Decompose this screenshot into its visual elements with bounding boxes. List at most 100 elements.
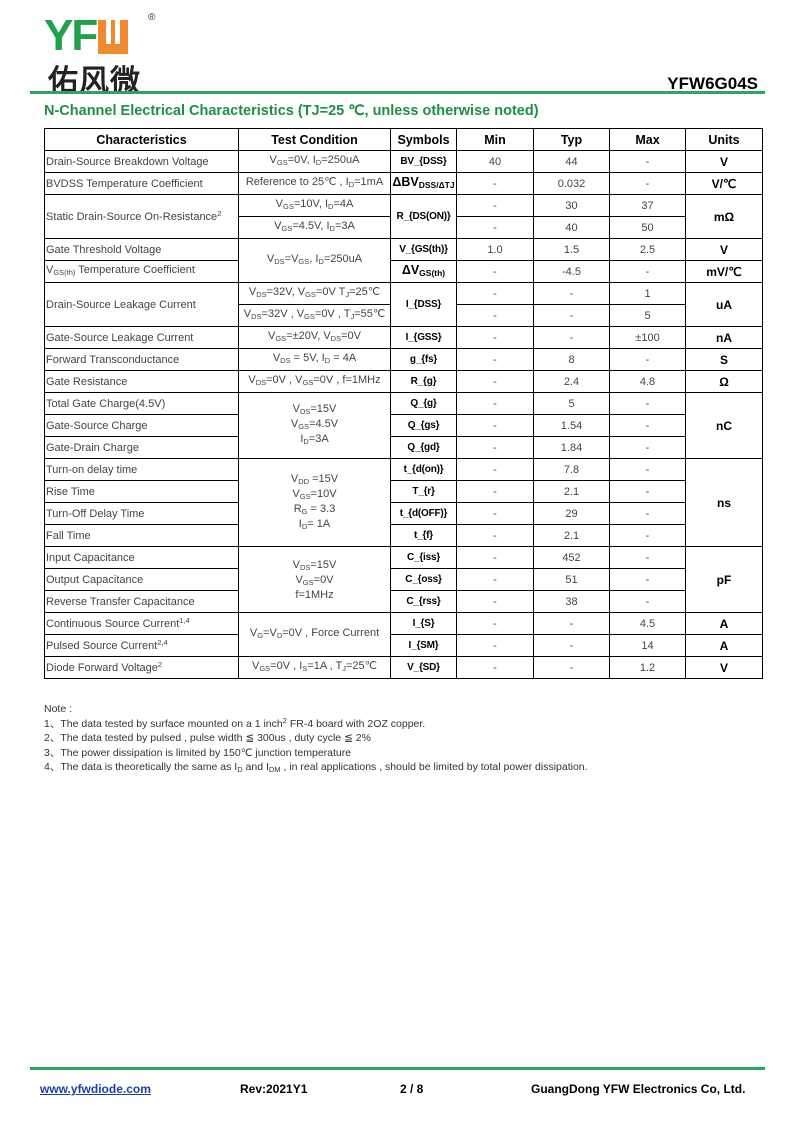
cell-sym: Q_{gs} (390, 414, 457, 437)
cell-typ: 2.1 (533, 480, 610, 503)
revision: Rev:2021Y1 (240, 1082, 308, 1096)
cell-char: Input Capacitance (44, 546, 239, 569)
cell-char: Gate-Source Charge (44, 414, 239, 437)
cell-sym: V_{GS(th)} (390, 238, 457, 261)
section-title: N-Channel Electrical Characteristics (TJ… (44, 103, 539, 119)
cell-typ: - (533, 656, 610, 679)
cell-max: - (609, 502, 686, 525)
cell-sym: Q_{gd} (390, 436, 457, 459)
table-row: Diode Forward Voltage2 VGS=0V , IS=1A , T… (44, 656, 763, 679)
cell-sym: I_{DSS} (390, 282, 457, 327)
cell-typ: 0.032 (533, 172, 610, 195)
cell-typ: - (533, 612, 610, 635)
cell-sym: I_{SM} (390, 634, 457, 657)
cell-max: 2.5 (609, 238, 686, 261)
cell-cond: VGS=0V , IS=1A , TJ=25℃ (238, 656, 391, 679)
table-row: Forward Transconductance VDS = 5V, ID = 4… (44, 348, 763, 371)
cell-min: - (456, 612, 534, 635)
cell-cond: VDD =15V VGS=10V RG = 3.3 ID= 1A (238, 458, 391, 547)
cell-sym: C_{oss} (390, 568, 457, 591)
header-divider (30, 91, 765, 94)
table-row: Rise Time T_{r} -2.1- (44, 480, 763, 503)
note-item: 1、The data tested by surface mounted on … (44, 715, 426, 730)
cell-char: BVDSS Temperature Coefficient (44, 172, 239, 195)
cell-units: mV/℃ (685, 260, 763, 283)
cell-units: V (685, 656, 763, 679)
cell-char: Gate-Source Leakage Current (44, 326, 239, 349)
table-row: Gate-Source Charge Q_{gs} -1.54- (44, 414, 763, 437)
cell-sym: C_{iss} (390, 546, 457, 569)
cell-typ: - (533, 326, 610, 349)
cell-min: - (456, 546, 534, 569)
cell-max: 4.8 (609, 370, 686, 393)
table-row: Gate Threshold Voltage VDS=VGS, ID=250uA V… (44, 238, 763, 283)
cell-char: VGS(th) Temperature Coefficient (44, 260, 239, 283)
cell-sym: t_{d(OFF)} (390, 502, 457, 525)
table-row: BVDSS Temperature Coefficient Reference t… (44, 172, 763, 195)
cell-units: V/℃ (685, 172, 763, 195)
cell-cond: VDS=15V VGS=0V f=1MHz (238, 546, 391, 613)
cell-max: - (609, 524, 686, 547)
cell-max: ±100 (609, 326, 686, 349)
header-characteristics: Characteristics (44, 128, 239, 151)
cell-sym: R_{g} (390, 370, 457, 393)
cell-min: - (456, 656, 534, 679)
cell-sym: BV_{DSS} (390, 150, 457, 173)
cell-typ: - (533, 634, 610, 657)
cell-min: - (456, 326, 534, 349)
cell-typ: 1.5 (533, 238, 610, 261)
table-row: Pulsed Source Current2,4 I_{SM} - -14 A (44, 634, 763, 657)
cell-sym: V_{SD} (390, 656, 457, 679)
cell-min: - (456, 304, 534, 327)
cell-sym: I_{S} (390, 612, 457, 635)
cell-max: - (609, 392, 686, 415)
cell-max: - (609, 260, 686, 283)
table-row: Drain-Source Breakdown Voltage VGS=0V, ID… (44, 150, 763, 173)
table-row: Total Gate Charge(4.5V) VDS=15V VGS=4.5V ID… (44, 392, 763, 459)
cell-units: V (685, 238, 763, 261)
cell-min: - (456, 502, 534, 525)
company-name: GuangDong YFW Electronics Co, Ltd. (531, 1082, 746, 1096)
cell-cond: VDS=VGS, ID=250uA (238, 238, 391, 283)
cell-min: - (456, 216, 534, 239)
page-number: 2 / 8 (400, 1082, 424, 1096)
cell-char: Fall Time (44, 524, 239, 547)
cell-max: 14 (609, 634, 686, 657)
cell-cond: Reference to 25℃ , ID=1mA (238, 172, 391, 195)
header-min: Min (456, 128, 534, 151)
cell-max: - (609, 414, 686, 437)
cell-typ: 452 (533, 546, 610, 569)
cell-sym: ΔVGS(th) (390, 260, 457, 283)
cell-max: - (609, 150, 686, 173)
cell-typ: 8 (533, 348, 610, 371)
cell-sym: I_{GSS} (390, 326, 457, 349)
cell-max: - (609, 546, 686, 569)
website-link[interactable]: www.yfwdiode.com (40, 1082, 151, 1096)
table-row: Gate-Source Leakage Current VGS=±20V, VDS… (44, 326, 763, 349)
cell-char: Drain-Source Breakdown Voltage (44, 150, 239, 173)
note-item: 2、The data tested by pulsed , pulse widt… (44, 732, 371, 744)
cell-char: Gate Threshold Voltage (44, 238, 239, 261)
cell-cond: VGS=10V, ID=4A (238, 194, 391, 217)
header-max: Max (609, 128, 686, 151)
cell-char: Gate-Drain Charge (44, 436, 239, 459)
header-typ: Typ (533, 128, 610, 151)
cell-sym: t_{f} (390, 524, 457, 547)
cell-typ: - (533, 304, 610, 327)
table-row: VGS(th) Temperature Coefficient ΔVGS(th) -… (44, 260, 763, 283)
cell-char: Diode Forward Voltage2 (44, 656, 239, 679)
cell-char: Rise Time (44, 480, 239, 503)
cell-min: - (456, 436, 534, 459)
cell-min: 1.0 (456, 238, 534, 261)
cell-max: - (609, 348, 686, 371)
cell-min: - (456, 282, 534, 305)
cell-min: - (456, 414, 534, 437)
cell-sym: R_{DS(ON)} (390, 194, 457, 239)
cell-cond: VG=VD=0V , Force Current (238, 612, 391, 657)
cell-typ: -4.5 (533, 260, 610, 283)
cell-units: A (685, 634, 763, 657)
cell-min: 40 (456, 150, 534, 173)
cell-units: ns (685, 458, 763, 547)
cell-max: - (609, 436, 686, 459)
